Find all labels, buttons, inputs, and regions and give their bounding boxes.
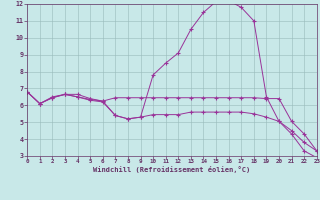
X-axis label: Windchill (Refroidissement éolien,°C): Windchill (Refroidissement éolien,°C): [93, 166, 251, 173]
